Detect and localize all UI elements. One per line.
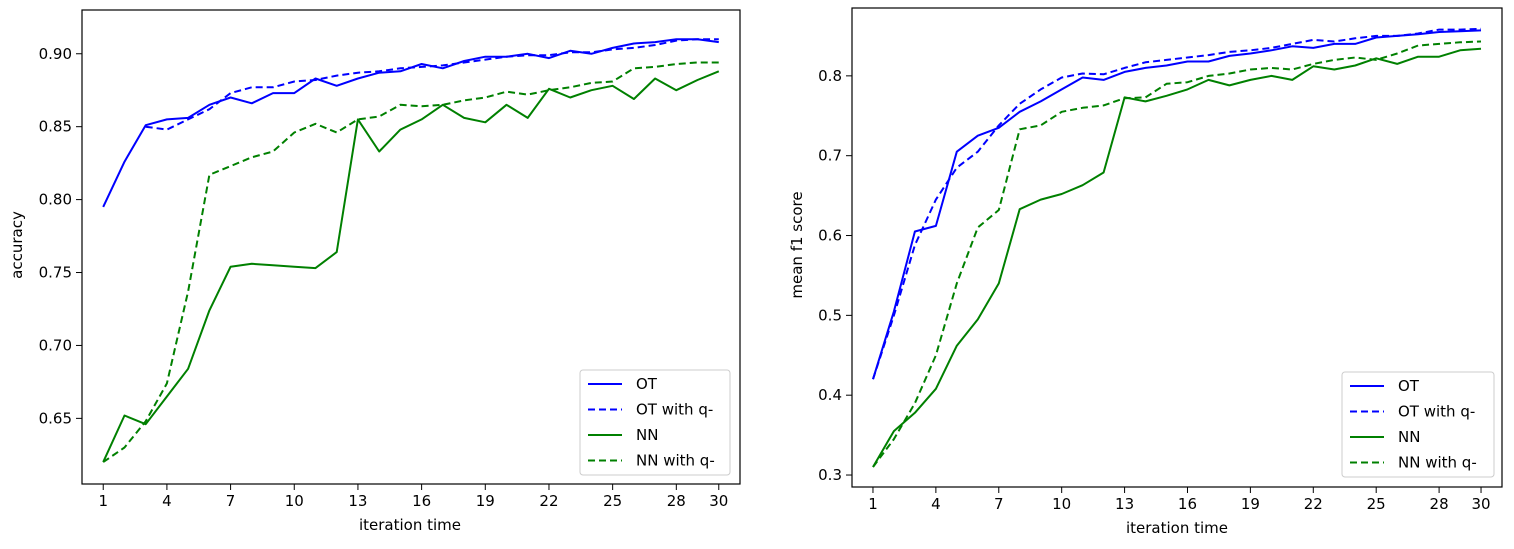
x-axis-label: iteration time (1126, 519, 1228, 537)
y-axis-label: mean f1 score (788, 191, 806, 298)
x-tick-label: 16 (1178, 495, 1197, 513)
series-line-ot (102, 38, 719, 208)
legend-label: OT with q- (1398, 403, 1475, 421)
y-tick-label: 0.6 (818, 227, 842, 245)
x-tick-label: 10 (1052, 495, 1071, 513)
x-tick-label: 7 (994, 495, 1004, 513)
legend-label: OT with q- (636, 401, 713, 419)
accuracy-chart: iteration time accuracy 1 4 7 10 13 16 19 22 25 2… (8, 9, 741, 534)
legend-box (1341, 371, 1495, 478)
y-tick-label: 0.4 (818, 386, 842, 404)
x-tick-label: 28 (667, 492, 686, 510)
series-line-ot-with-q (872, 27, 1482, 380)
y-tick-label: 0.5 (818, 306, 842, 324)
x-tick-label: 7 (226, 492, 236, 510)
series-line-nn-with-q (102, 61, 719, 463)
x-tick-label: 28 (1430, 495, 1449, 513)
y-tick-label: 0.3 (818, 466, 842, 484)
y-tick-label: 0.65 (39, 409, 72, 427)
legend-label: NN (636, 426, 658, 444)
x-tick-label: 13 (348, 492, 367, 510)
legend-label: NN (1398, 428, 1420, 446)
x-tick-label: 25 (1367, 495, 1386, 513)
x-tick-label: 19 (1241, 495, 1260, 513)
legend-label: NN with q- (636, 452, 715, 470)
y-tick-label: 0.85 (39, 118, 72, 136)
series-line-nn (102, 70, 720, 463)
legend-label: OT (1398, 377, 1420, 395)
x-tick-label: 1 (98, 492, 108, 510)
series-line-nn-with-q (872, 40, 1482, 468)
y-tick-label: 0.90 (39, 45, 72, 63)
y-tick-label: 0.80 (39, 191, 72, 209)
x-tick-label: 16 (412, 492, 431, 510)
x-tick-label: 10 (285, 492, 304, 510)
plot-area-frame (851, 7, 1503, 488)
x-tick-label: 30 (1471, 495, 1490, 513)
y-tick-label: 0.7 (818, 147, 842, 165)
f1-score-chart: iteration time mean f1 score 1 4 7 10 13 16 19… (788, 7, 1503, 537)
x-tick-label: 22 (1304, 495, 1323, 513)
legend: OT OT with q- NN NN with q- (1341, 371, 1495, 478)
x-tick-label: 30 (709, 492, 728, 510)
plot-area-frame (81, 9, 741, 485)
x-tick-label: 13 (1115, 495, 1134, 513)
y-tick-label: 0.75 (39, 264, 72, 282)
y-tick-label: 0.8 (818, 67, 842, 85)
x-tick-label: 22 (539, 492, 558, 510)
x-tick-label: 25 (603, 492, 622, 510)
x-tick-label: 4 (162, 492, 172, 510)
series-line-nn (872, 47, 1482, 468)
y-tick-label: 0.70 (39, 336, 72, 354)
x-axis-label: iteration time (359, 516, 461, 534)
series-line-ot-with-q (145, 38, 719, 131)
legend-box (579, 369, 731, 476)
legend-label: NN with q- (1398, 454, 1477, 472)
legend: OT OT with q- NN NN with q- (579, 369, 731, 476)
y-axis-label: accuracy (8, 211, 26, 279)
x-tick-label: 19 (476, 492, 495, 510)
series-line-ot (872, 29, 1482, 380)
x-tick-label: 4 (931, 495, 941, 513)
x-tick-label: 1 (868, 495, 878, 513)
legend-label: OT (636, 375, 658, 393)
